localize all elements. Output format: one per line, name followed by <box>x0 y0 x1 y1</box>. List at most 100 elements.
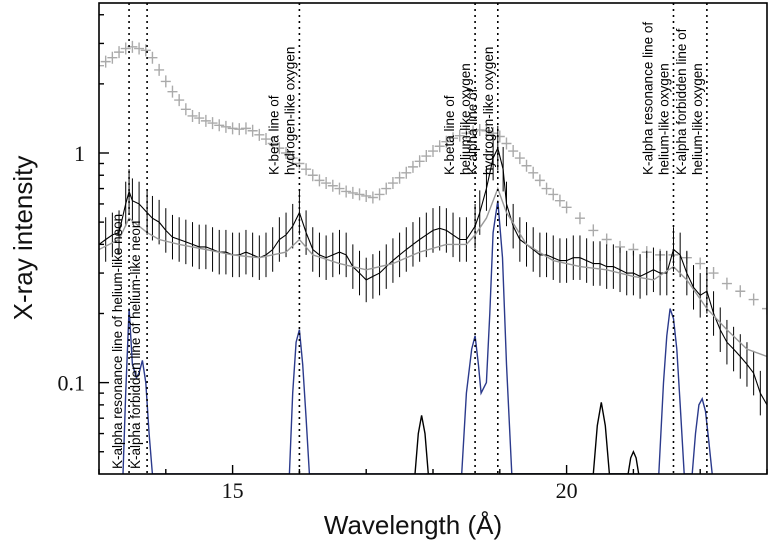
series-0-point <box>514 152 525 165</box>
series-2-line <box>99 186 767 358</box>
x-tick-label: 15 <box>222 478 244 503</box>
series-0-point <box>267 137 278 150</box>
annotation-label: helium-like oxygen <box>690 63 705 175</box>
series-0-point <box>274 142 285 155</box>
series-0-point <box>174 94 185 107</box>
y-tick-label: 0.1 <box>58 371 86 396</box>
series-0-point <box>287 152 298 165</box>
series-0-point <box>367 191 378 204</box>
series-0-point <box>160 75 171 88</box>
annotation-label: hydrogen-like oxygen <box>481 47 496 175</box>
series-4-line <box>414 402 640 474</box>
annotation-label: K-beta line of <box>442 95 457 175</box>
series-0-point <box>100 55 111 68</box>
series-0-point <box>341 185 352 198</box>
series-0-point <box>474 123 485 136</box>
series-0-point <box>735 285 746 298</box>
series-0-point <box>748 293 759 306</box>
series-0-point <box>588 224 599 237</box>
series-0-point <box>347 186 358 199</box>
series-0-point <box>147 51 158 64</box>
series-0-point <box>334 182 345 195</box>
series-0-point <box>254 128 265 141</box>
annotation-label: hydrogen-like oxygen <box>282 47 297 175</box>
series-0-point <box>554 194 565 207</box>
series-0 <box>99 40 767 315</box>
annotation-label: helium-like oxygen <box>458 63 473 175</box>
series-0-point <box>762 302 767 315</box>
series-0-point <box>167 85 178 98</box>
annotation-label: helium-like oxygen <box>657 63 672 175</box>
series-0-point <box>454 129 465 142</box>
series-0-point <box>354 188 365 201</box>
series-1 <box>99 125 767 428</box>
series-0-point <box>240 122 251 135</box>
y-axis-label: X-ray intensity <box>8 156 38 321</box>
series-0-point <box>428 145 438 158</box>
annotation-label: K-alpha line of <box>465 88 480 175</box>
x-axis-label: Wavelength (Å) <box>324 510 502 540</box>
series-0-point <box>140 44 151 57</box>
series-0-point <box>220 120 231 133</box>
series-0-point <box>114 46 125 59</box>
series-3-line <box>122 200 713 474</box>
series-0-point <box>207 117 218 130</box>
series-0-point <box>327 179 338 192</box>
series-0-point <box>548 188 559 201</box>
series-0-point <box>361 189 372 202</box>
series-0-point <box>434 140 445 153</box>
series-3 <box>122 200 713 474</box>
series-0-point <box>247 124 258 137</box>
series-0-point <box>574 212 585 225</box>
series-0-point <box>314 174 325 187</box>
series-0-point <box>261 133 271 146</box>
series-0-point <box>214 119 225 132</box>
series-2 <box>99 186 767 358</box>
series-0-point <box>481 124 492 137</box>
annotation-label: K-alpha resonance line of <box>641 22 656 175</box>
series-0-point <box>134 42 145 55</box>
annotation-label: K-alpha resonance line of helium-like ne… <box>110 214 125 469</box>
series-0-point <box>541 182 552 195</box>
series-0-point <box>414 155 425 168</box>
series-0-point <box>180 103 191 116</box>
series-0-point <box>187 109 198 122</box>
series-0-point <box>561 201 572 214</box>
series-0-point <box>99 59 104 72</box>
series-0-point <box>695 257 706 270</box>
series-0-point <box>234 123 245 136</box>
annotation-label: K-alpha forbidden line of <box>674 28 689 175</box>
series-0-point <box>708 267 719 280</box>
series-0-point <box>468 125 479 138</box>
series-0-point <box>407 160 418 173</box>
series-0-point <box>107 51 118 64</box>
series-0-point <box>508 145 519 158</box>
series-layer <box>99 40 767 474</box>
series-0-point <box>120 42 131 55</box>
series-0-point <box>528 166 539 179</box>
series-0-point <box>601 233 612 246</box>
series-0-point <box>381 182 392 195</box>
series-0-point <box>721 277 732 290</box>
series-4 <box>414 402 640 474</box>
series-0-point <box>194 112 205 125</box>
annotation-layer: K-alpha resonance line of helium-like ne… <box>110 3 708 474</box>
series-0-point <box>301 163 312 176</box>
tick-layer: 15 20 0.1 1 <box>58 14 768 503</box>
series-0-point <box>227 122 238 135</box>
series-0-point <box>374 188 385 201</box>
series-0-point <box>421 150 432 163</box>
series-0-point <box>200 114 211 127</box>
series-0-point <box>321 177 332 190</box>
x-tick-label: 20 <box>556 478 578 503</box>
series-0-point <box>494 130 505 143</box>
y-tick-label: 1 <box>74 141 85 166</box>
series-0-point <box>461 127 472 140</box>
annotation-label: K-alpha forbidden line of helium-like ne… <box>128 221 143 469</box>
series-0-point <box>501 137 512 150</box>
series-0-point <box>154 63 165 76</box>
series-0-point <box>401 166 412 179</box>
series-0-point <box>448 132 459 145</box>
annotation-label: K-beta line of <box>266 95 281 175</box>
